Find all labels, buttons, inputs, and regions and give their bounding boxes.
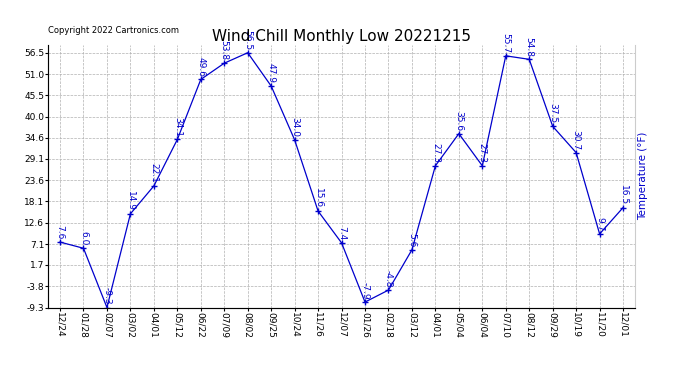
Text: 16.5: 16.5	[618, 185, 628, 205]
Text: 22.1: 22.1	[149, 163, 159, 183]
Text: 5.6: 5.6	[407, 232, 417, 247]
Text: -9.3: -9.3	[102, 287, 112, 305]
Text: 35.6: 35.6	[454, 111, 464, 131]
Text: 56.5: 56.5	[243, 30, 253, 50]
Text: 53.8: 53.8	[219, 40, 229, 60]
Text: 14.9: 14.9	[126, 191, 135, 211]
Text: 7.6: 7.6	[55, 225, 65, 239]
Text: 30.7: 30.7	[571, 130, 581, 150]
Text: 54.8: 54.8	[524, 36, 534, 57]
Text: 9.7: 9.7	[595, 217, 604, 231]
Text: 7.4: 7.4	[337, 226, 346, 240]
Title: Wind Chill Monthly Low 20221215: Wind Chill Monthly Low 20221215	[212, 29, 471, 44]
Text: 27.3: 27.3	[477, 143, 487, 163]
Text: 55.7: 55.7	[501, 33, 511, 53]
Text: 49.6: 49.6	[196, 57, 206, 76]
Text: 27.3: 27.3	[431, 143, 440, 163]
Text: -7.9: -7.9	[360, 282, 370, 299]
Text: 6.0: 6.0	[79, 231, 88, 246]
Text: 15.6: 15.6	[313, 188, 323, 209]
Text: Copyright 2022 Cartronics.com: Copyright 2022 Cartronics.com	[48, 26, 179, 34]
Text: 47.9: 47.9	[266, 63, 276, 83]
Text: 34.1: 34.1	[172, 117, 182, 137]
Y-axis label: Temperature (°F): Temperature (°F)	[638, 132, 648, 220]
Text: 34.0: 34.0	[290, 117, 299, 137]
Text: -4.8: -4.8	[384, 270, 393, 287]
Text: 37.5: 37.5	[548, 104, 558, 123]
